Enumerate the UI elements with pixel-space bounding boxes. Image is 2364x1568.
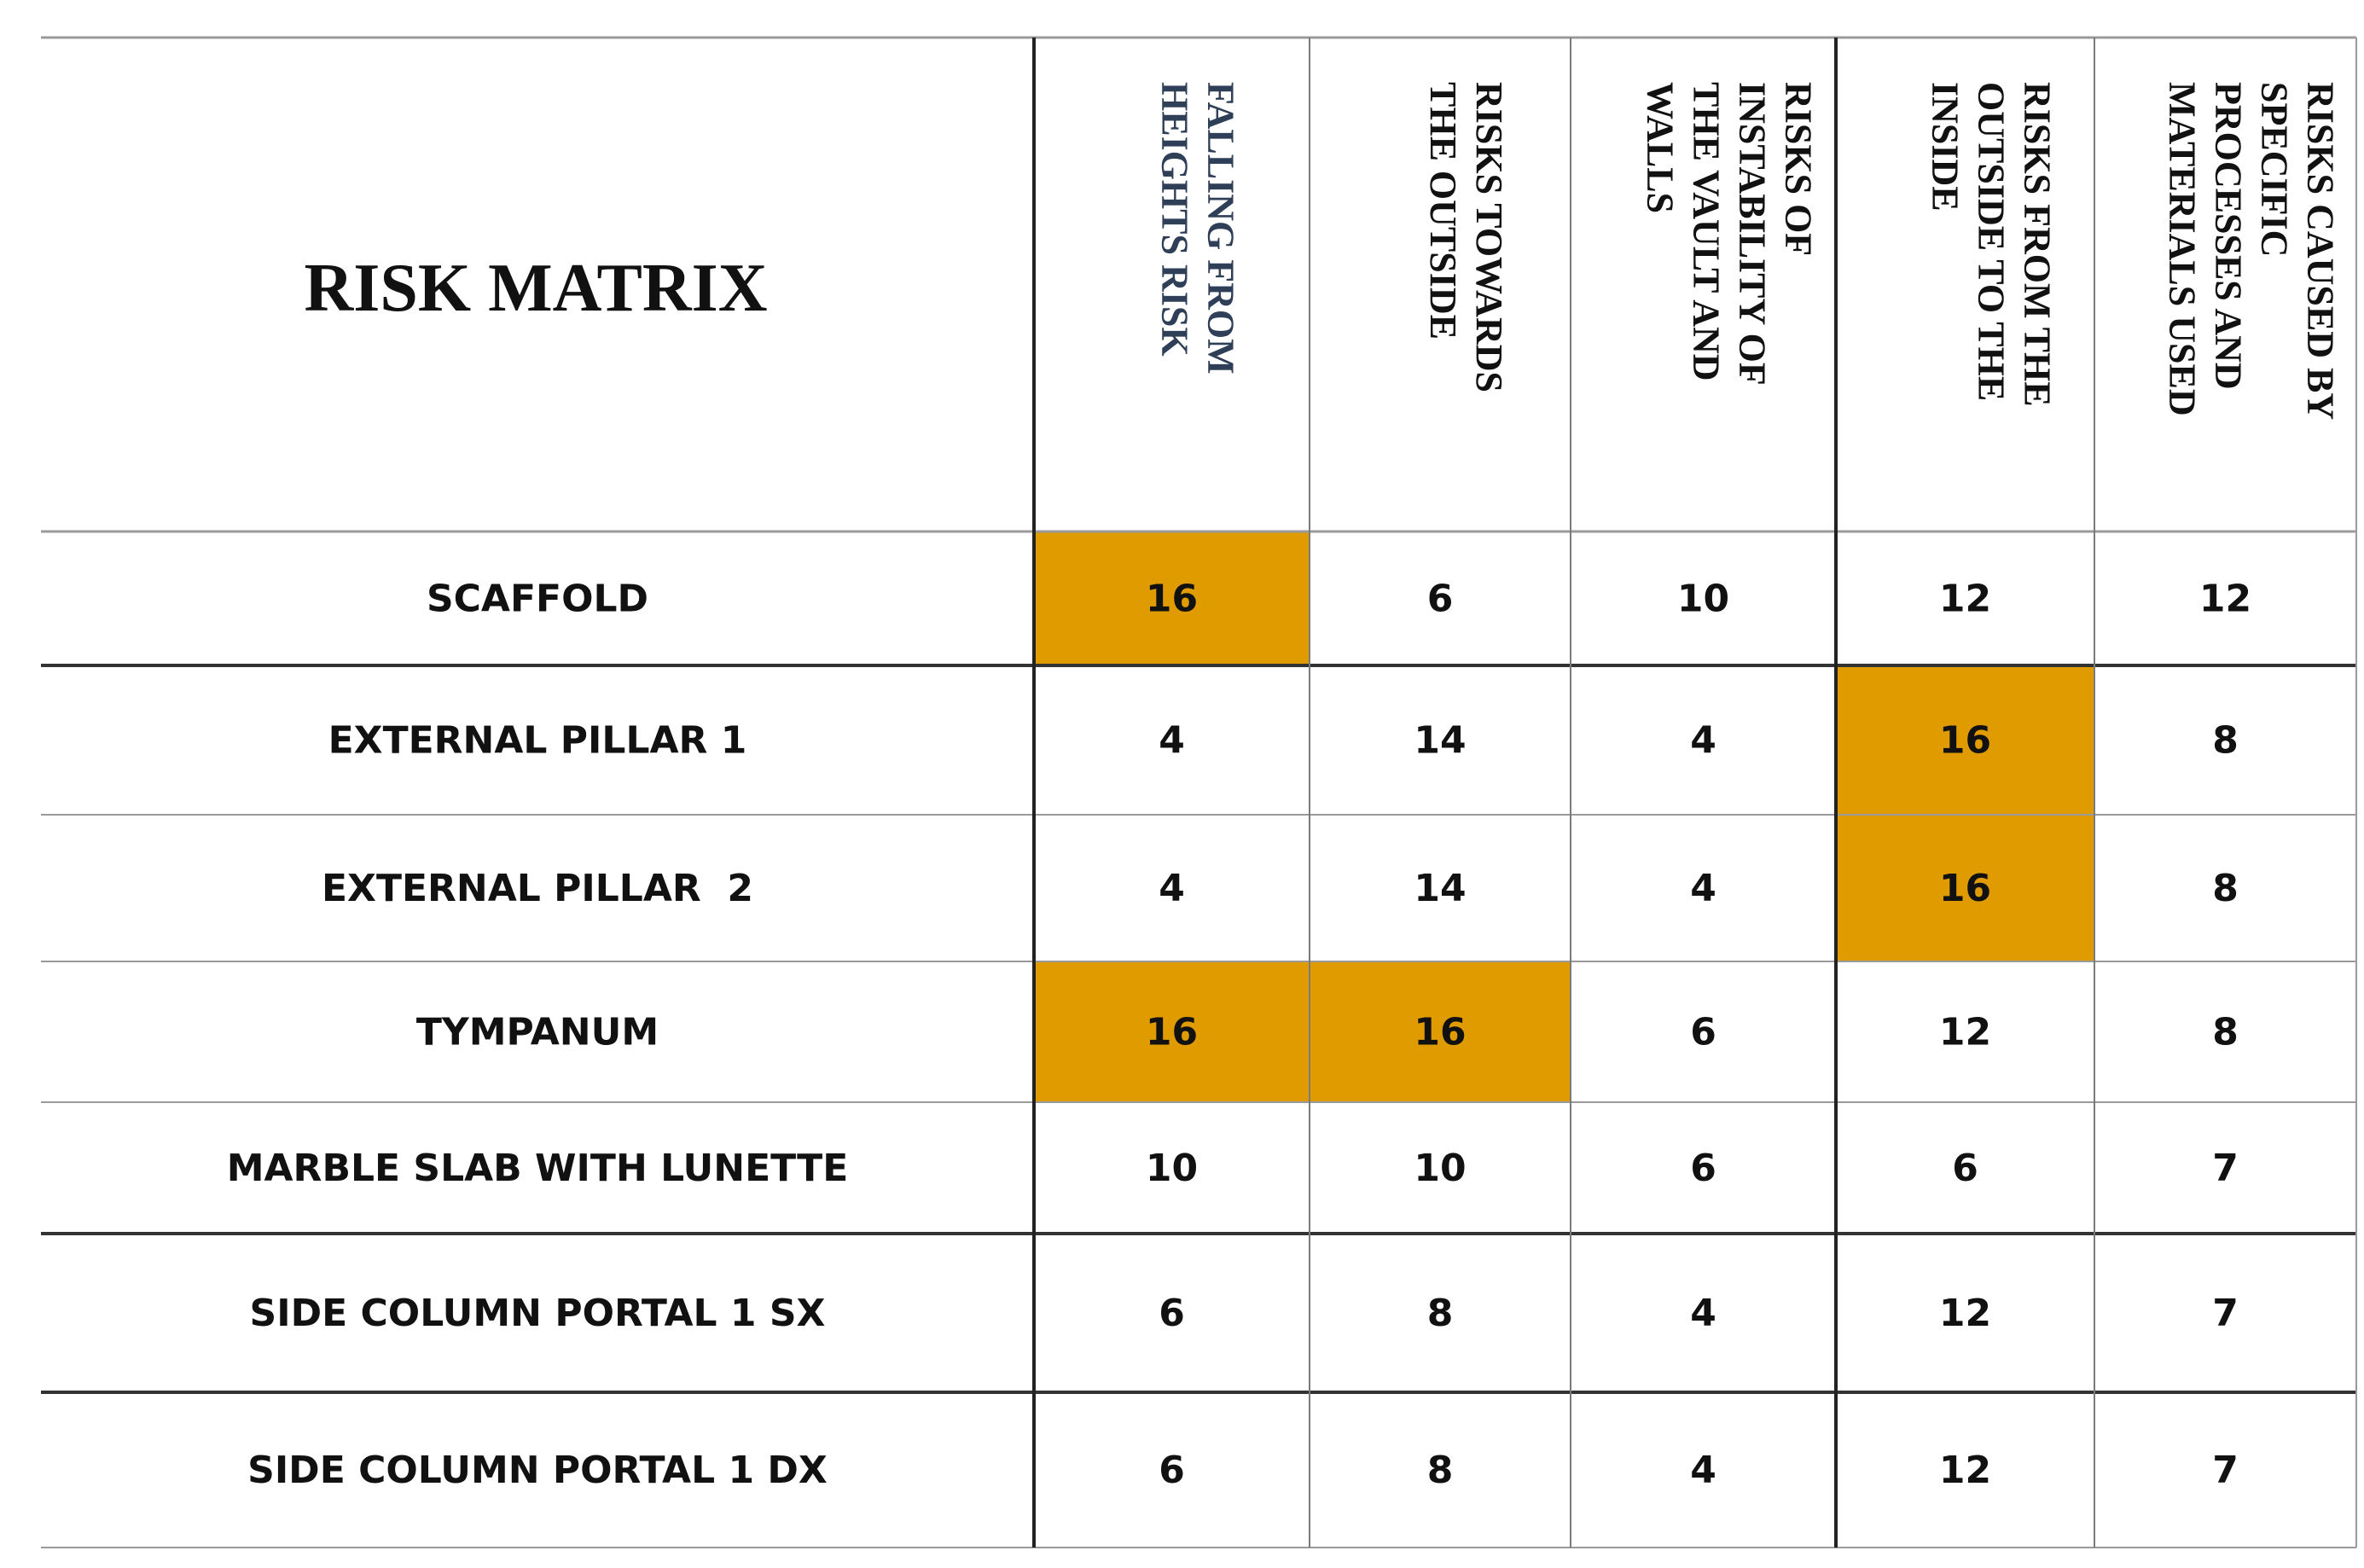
column-header-line: WALLS	[1640, 82, 1682, 213]
column-header-line: HEIGHTS RISK	[1154, 82, 1196, 357]
risk-value-cell: 16	[1146, 1011, 1198, 1054]
row-label: TYMPANUM	[416, 1011, 659, 1054]
risk-value-cell: 16	[1146, 578, 1198, 621]
risk-value-cell: 8	[2212, 867, 2239, 910]
risk-value-cell: 12	[1939, 578, 1991, 621]
row-label: SIDE COLUMN PORTAL 1 DX	[247, 1449, 828, 1492]
column-header-line: FALLING FROM	[1200, 82, 1242, 375]
column-header-line: THE OUTSIDE	[1422, 82, 1464, 340]
risk-value-cell: 14	[1414, 867, 1466, 910]
highlight-cell	[1034, 961, 1310, 1102]
matrix-title: RISK MATRIX	[304, 251, 767, 326]
risk-value-cell: 12	[1939, 1449, 1991, 1492]
risk-value-cell: 6	[1159, 1449, 1185, 1492]
column-header-line: THE VAULT AND	[1686, 82, 1728, 381]
risk-value-cell: 6	[1159, 1292, 1185, 1335]
risk-value-cell: 7	[2212, 1449, 2239, 1492]
highlight-cell	[1836, 665, 2094, 815]
risk-value-cell: 4	[1690, 1449, 1716, 1492]
risk-value-cell: 7	[2212, 1292, 2239, 1335]
risk-value-cell: 6	[1427, 578, 1454, 621]
risk-value-cell: 12	[1939, 1292, 1991, 1335]
highlight-cell	[1310, 961, 1571, 1102]
risk-value-cell: 7	[2212, 1147, 2239, 1190]
row-label: SIDE COLUMN PORTAL 1 SX	[250, 1292, 826, 1335]
risk-value-cell: 4	[1690, 1292, 1716, 1335]
risk-value-cell: 8	[1427, 1449, 1454, 1492]
column-header-line: SPECIFIC	[2254, 82, 2296, 257]
column-header-line: OUTSIDE TO THE	[1971, 82, 2013, 401]
risk-value-cell: 8	[2212, 1011, 2239, 1054]
risk-value-cell: 8	[1427, 1292, 1454, 1335]
risk-value-cell: 8	[2212, 719, 2239, 763]
risk-value-cell: 6	[1690, 1147, 1716, 1190]
risk-value-cell: 10	[1414, 1147, 1466, 1190]
column-header-line: PROCESSES AND	[2208, 82, 2250, 390]
risk-value-cell: 6	[1690, 1011, 1716, 1054]
column-header-line: MATERIALS USED	[2162, 82, 2204, 416]
risk-value-cell: 16	[1414, 1011, 1466, 1054]
risk-value-cell: 10	[1677, 578, 1729, 621]
row-label: SCAFFOLD	[427, 578, 648, 621]
highlight-cell	[1034, 531, 1310, 665]
risk-value-cell: 4	[1690, 719, 1716, 763]
column-header-line: INSTABILITY OF	[1732, 82, 1774, 386]
row-label: EXTERNAL PILLAR 1	[328, 719, 747, 763]
risk-value-cell: 16	[1939, 867, 1991, 910]
column-header-line: INSIDE	[1925, 82, 1966, 212]
highlight-cell	[1836, 815, 2094, 961]
risk-value-cell: 10	[1146, 1147, 1198, 1190]
risk-value-cell: 4	[1159, 719, 1185, 763]
column-header-line: RISKS TOWARDS	[1468, 82, 1510, 392]
column-header-line: RISKS CAUSED BY	[2300, 82, 2342, 420]
risk-value-cell: 12	[1939, 1011, 1991, 1054]
row-label: EXTERNAL PILLAR 2	[322, 867, 753, 910]
risk-value-cell: 12	[2199, 578, 2251, 621]
risk-value-cell: 14	[1414, 719, 1466, 763]
risk-value-cell: 4	[1159, 867, 1185, 910]
risk-value-cell: 6	[1952, 1147, 1978, 1190]
risk-value-cell: 16	[1939, 719, 1991, 763]
column-header-line: RISKS FROM THE	[2017, 82, 2059, 407]
column-header-line: RISKS OF	[1778, 82, 1820, 256]
row-label: MARBLE SLAB WITH LUNETTE	[227, 1147, 849, 1190]
risk-value-cell: 4	[1690, 867, 1716, 910]
